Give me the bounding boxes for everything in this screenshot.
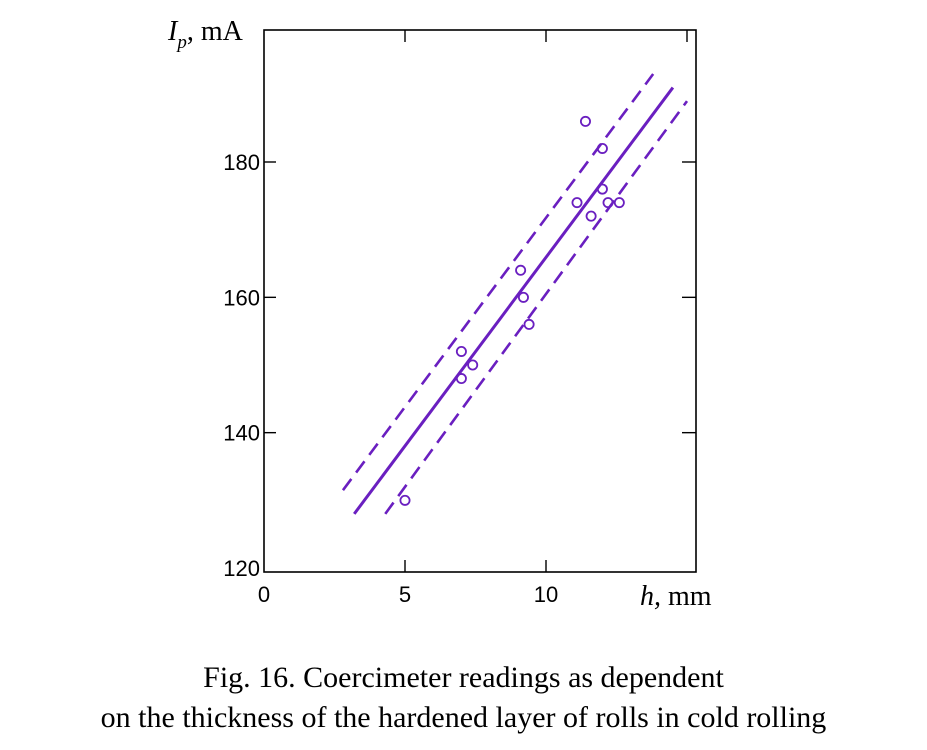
y-axis-unit: , mA [187,16,244,47]
data-point [579,115,591,127]
fit-lines [341,73,689,515]
figure-caption-line-1: Fig. 16. Coercimeter readings as depende… [203,661,724,694]
data-point [571,197,583,209]
y-axis-title: Ip, mA [167,16,244,53]
data-point [596,142,608,154]
data-point [523,318,535,330]
y-tick-label: 140 [223,421,260,446]
data-points [399,115,625,506]
x-tick-label: 10 [534,582,558,607]
x-axis-unit: mm [661,581,712,612]
plot-frame [263,29,697,573]
x-axis-symbol: h, [640,581,661,612]
y-tick-label: 120 [223,556,260,581]
axis-ticks [264,30,696,572]
data-point [602,197,614,209]
data-point [455,345,467,357]
regression-line [353,86,675,515]
x-tick-label: 0 [258,582,270,607]
data-point [515,264,527,276]
y-tick-label: 180 [223,150,260,175]
data-point [613,197,625,209]
x-tick-label: 5 [399,582,411,607]
chart: 0 5 10 120 140 160 180 Ip, mA h, mm [167,16,712,612]
x-axis-title: h, mm [640,581,712,612]
data-point [517,291,529,303]
upper-confidence-line [341,73,655,491]
data-point [455,373,467,385]
data-point [596,183,608,195]
figure-caption-line-2: on the thickness of the hardened layer o… [100,701,827,734]
data-point [467,359,479,371]
y-axis-symbol: I [167,16,179,47]
y-axis-subscript: p [175,32,187,53]
data-point [399,494,411,506]
axis-tick-labels: 0 5 10 120 140 160 180 [223,150,558,607]
y-tick-label: 160 [223,285,260,310]
data-point [585,210,597,222]
lower-confidence-line [384,100,689,515]
